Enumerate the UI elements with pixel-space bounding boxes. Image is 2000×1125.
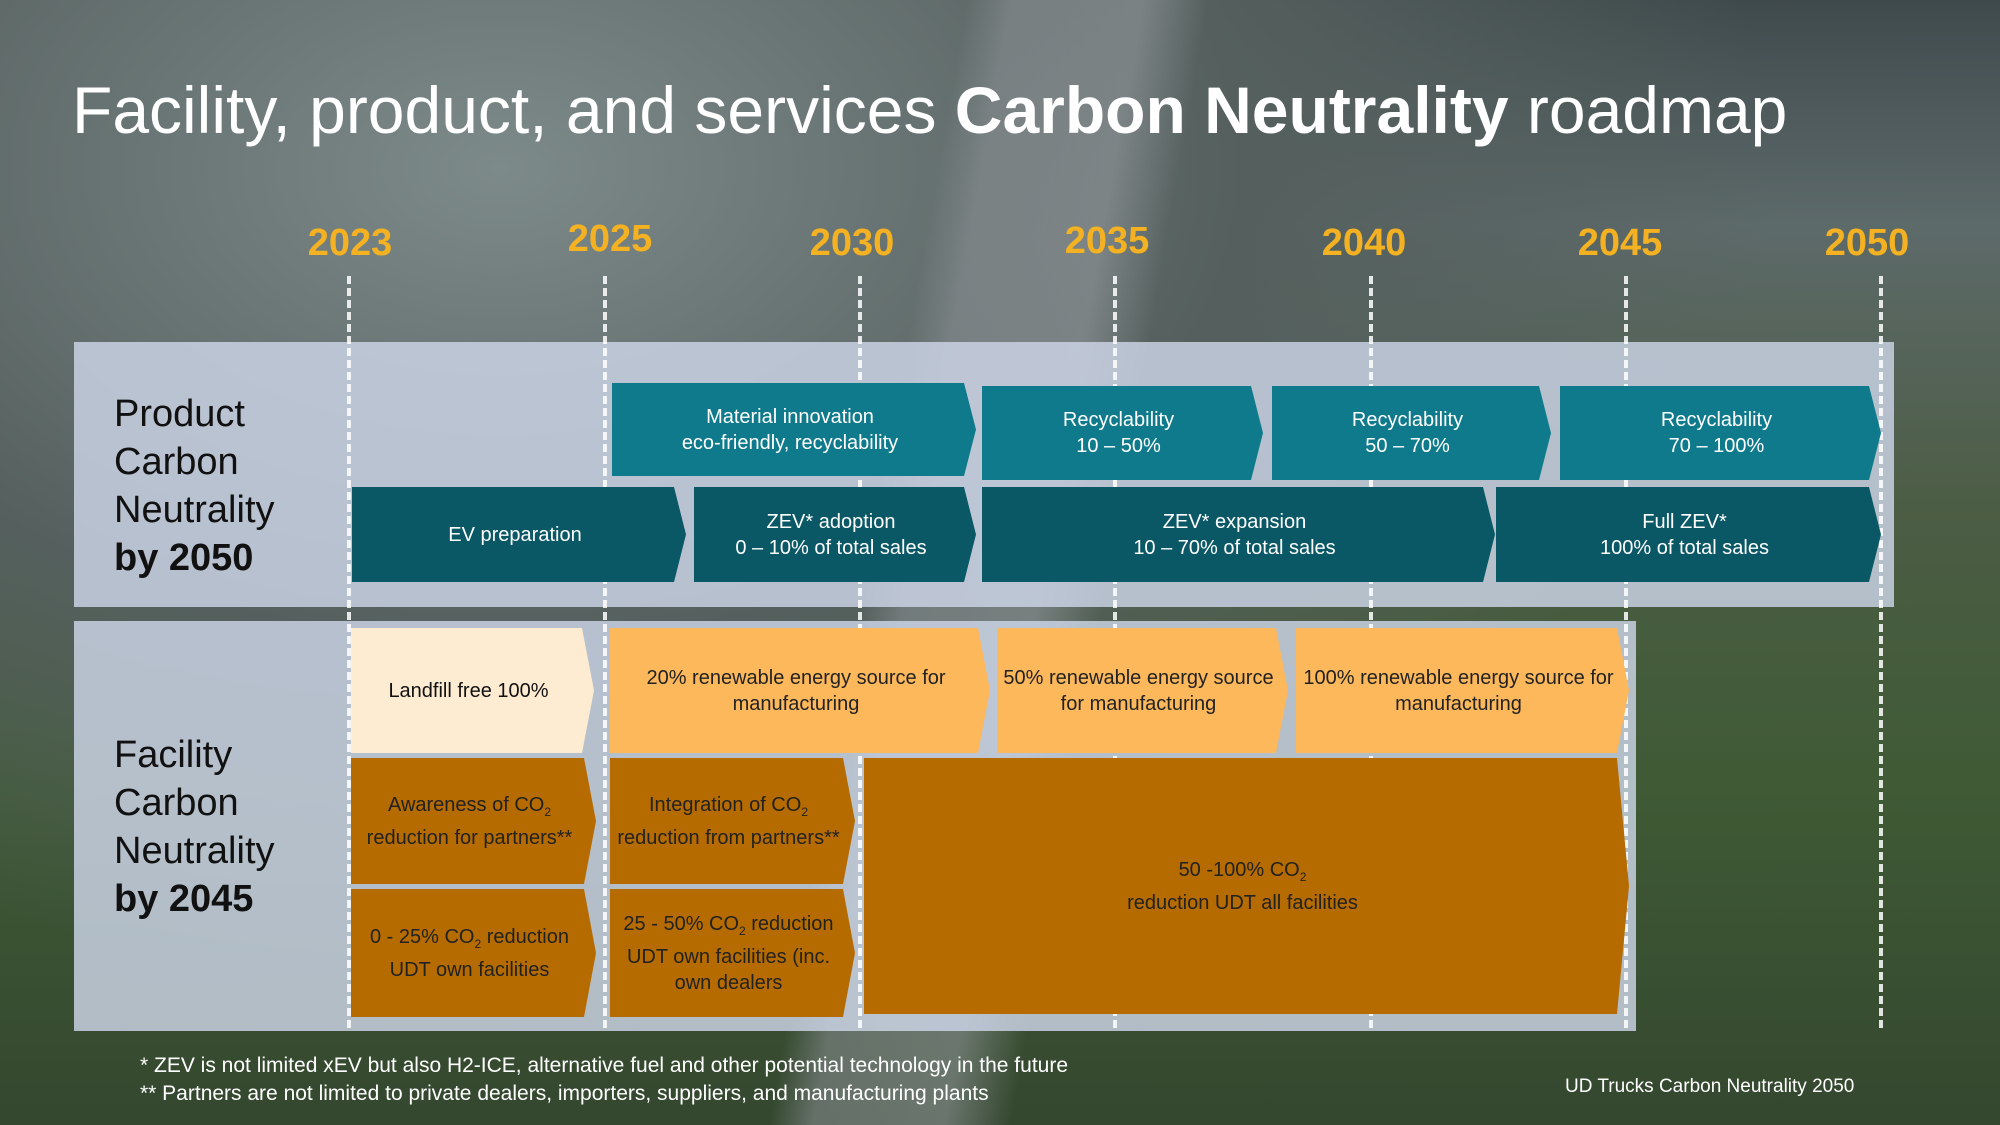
landfill-free-box: Landfill free 100% [351, 628, 594, 753]
own-facilities-0-25-box: 0 - 25% CO2 reduction UDT own facilities [351, 889, 596, 1017]
page-title: Facility, product, and services Carbon N… [72, 73, 1788, 147]
year-2023: 2023 [307, 222, 393, 264]
product-row-label: Product Carbon Neutrality by 2050 [114, 393, 275, 579]
footnote-zev: * ZEV is not limited xEV but also H2-ICE… [140, 1054, 1069, 1077]
partner-integration-box: Integration of CO2 reduction from partne… [610, 758, 855, 884]
renewable-20-box: 20% renewable energy source for manufact… [610, 628, 990, 753]
footnote-partners: ** Partners are not limited to private d… [140, 1082, 989, 1105]
renewable-100-box: 100% renewable energy source for manufac… [1296, 628, 1629, 753]
renewable-50-box: 50% renewable energy source for manufact… [997, 628, 1288, 753]
full-zev-box: Full ZEV* 100% of total sales [1496, 487, 1881, 582]
recyclability-50-70-box: Recyclability 50 – 70% [1272, 386, 1551, 480]
slide-caption: UD Trucks Carbon Neutrality 2050 [1565, 1076, 1855, 1097]
partner-awareness-box: Awareness of CO2 reduction for partners*… [351, 758, 596, 884]
timeline-divider [1879, 276, 1883, 1028]
timeline-divider [603, 276, 607, 1028]
year-2050: 2050 [1824, 222, 1910, 264]
year-2040: 2040 [1321, 222, 1407, 264]
year-2025: 2025 [567, 218, 653, 260]
zev-adoption-box: ZEV* adoption 0 – 10% of total sales [694, 487, 976, 582]
recyclability-70-100-box: Recyclability 70 – 100% [1560, 386, 1881, 480]
own-facilities-25-50-box: 25 - 50% CO2 reduction UDT own facilitie… [610, 889, 855, 1017]
year-2030: 2030 [809, 222, 895, 264]
material-innovation-box: Material innovation eco-friendly, recycla… [612, 383, 976, 476]
year-2045: 2045 [1577, 222, 1663, 264]
facility-row-label: Facility Carbon Neutrality by 2045 [114, 734, 275, 920]
timeline-divider [1624, 276, 1628, 1028]
timeline-divider [347, 276, 351, 1028]
recyclability-10-50-box: Recyclability 10 – 50% [982, 386, 1263, 480]
year-2035: 2035 [1064, 220, 1150, 262]
zev-expansion-box: ZEV* expansion 10 – 70% of total sales [982, 487, 1495, 582]
ev-preparation-box: EV preparation [352, 487, 686, 582]
all-facilities-reduction-box: 50 -100% CO2 reduction UDT all facilities [864, 758, 1629, 1014]
